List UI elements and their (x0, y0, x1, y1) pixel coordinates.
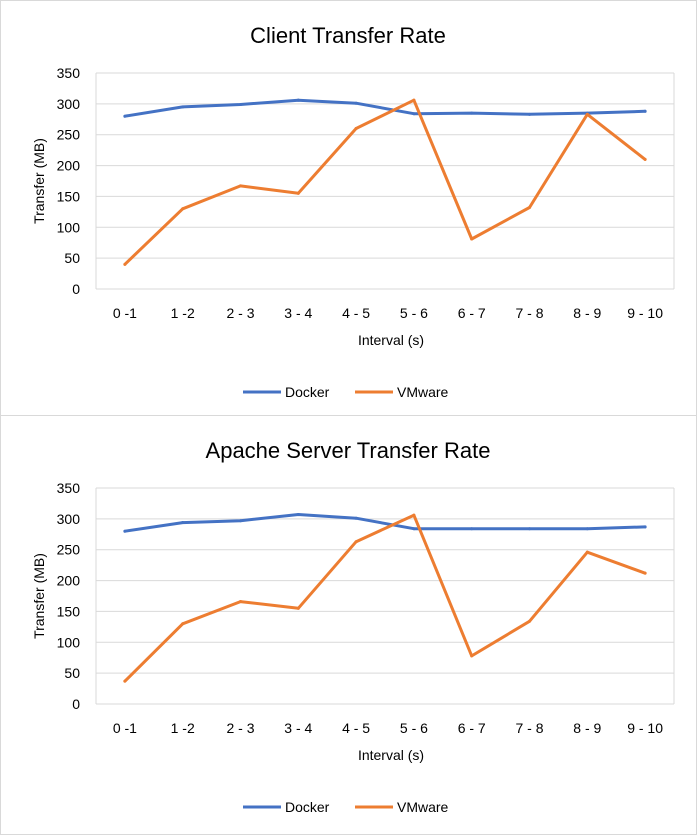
y-tick-label: 350 (57, 65, 81, 81)
legend: Docker VMware (243, 384, 449, 400)
x-tick-label: 1 -2 (171, 305, 195, 321)
data-point-docker (239, 102, 242, 106)
data-point-vmware (585, 550, 589, 554)
x-tick-label: 4 - 5 (342, 305, 370, 321)
apache-server-transfer-rate-chart: Apache Server Transfer Rate 0 50 100 150 200 2… (0, 415, 697, 835)
x-tick-label: 8 - 9 (573, 720, 601, 736)
y-tick-label: 0 (72, 696, 80, 712)
x-tick-label: 9 - 10 (627, 720, 663, 736)
y-tick-label: 350 (57, 480, 81, 496)
x-tick-label: 4 - 5 (342, 720, 370, 736)
x-tick-label: 5 - 6 (400, 305, 428, 321)
y-tick-label: 300 (57, 96, 81, 112)
data-point-vmware (296, 606, 300, 610)
series-line-docker (123, 513, 647, 533)
data-point-vmware (354, 540, 358, 544)
legend-label-docker: Docker (285, 384, 330, 400)
client-transfer-rate-chart-svg: Client Transfer Rate 0 50 100 150 200 250 300 35… (31, 23, 675, 400)
data-point-docker (354, 516, 358, 520)
y-tick-label: 50 (64, 665, 80, 681)
x-tick-label: 0 -1 (113, 305, 137, 321)
data-point-vmware (528, 206, 531, 210)
data-point-vmware (296, 191, 300, 195)
y-tick-label: 250 (57, 127, 81, 143)
data-point-vmware (470, 654, 474, 658)
x-tick-label: 6 - 7 (458, 720, 486, 736)
x-tick-label: 2 - 3 (226, 720, 254, 736)
data-point-vmware (123, 679, 127, 683)
y-tick-label: 200 (57, 158, 81, 174)
data-point-docker (470, 111, 474, 115)
data-point-vmware (181, 622, 185, 626)
y-tick-label: 50 (64, 250, 80, 266)
data-point-vmware (643, 571, 647, 575)
data-point-docker (296, 98, 300, 102)
y-tick-label: 150 (57, 603, 81, 619)
data-point-docker (123, 114, 127, 118)
y-tick-label: 0 (72, 281, 80, 297)
series-line-vmware (123, 513, 647, 683)
x-tick-label: 5 - 6 (400, 720, 428, 736)
x-tick-label: 7 - 8 (515, 305, 543, 321)
chart-title: Apache Server Transfer Rate (206, 438, 491, 463)
x-tick-label: 1 -2 (171, 720, 195, 736)
chart-title: Client Transfer Rate (250, 23, 446, 48)
data-point-vmware (354, 127, 358, 131)
data-point-vmware (528, 619, 531, 623)
data-point-docker (239, 519, 242, 523)
data-point-docker (528, 527, 531, 531)
data-point-docker (643, 109, 647, 113)
legend-label-docker: Docker (285, 799, 330, 815)
x-tick-label: 8 - 9 (573, 305, 601, 321)
data-point-vmware (470, 237, 474, 241)
series-line-vmware (123, 98, 647, 266)
data-point-docker (181, 105, 185, 109)
data-point-docker (412, 112, 416, 116)
data-point-vmware (412, 98, 416, 102)
legend-label-vmware: VMware (397, 384, 449, 400)
y-tick-label: 250 (57, 542, 81, 558)
data-point-vmware (585, 112, 589, 116)
y-tick-label: 300 (57, 511, 81, 527)
data-point-docker (470, 527, 474, 531)
y-axis-label: Transfer (MB) (31, 553, 47, 639)
x-tick-label: 2 - 3 (226, 305, 254, 321)
data-point-docker (643, 525, 647, 529)
data-point-docker (354, 101, 358, 105)
x-tick-label: 9 - 10 (627, 305, 663, 321)
client-transfer-rate-chart: Client Transfer Rate 0 50 100 150 200 250 300 35… (0, 0, 697, 416)
data-point-docker (412, 527, 416, 531)
data-point-docker (528, 112, 531, 116)
x-tick-label: 7 - 8 (515, 720, 543, 736)
legend-label-vmware: VMware (397, 799, 449, 815)
data-point-vmware (181, 207, 185, 211)
x-tick-label: 6 - 7 (458, 305, 486, 321)
y-tick-label: 150 (57, 188, 81, 204)
data-point-docker (123, 529, 127, 533)
apache-server-transfer-rate-chart-svg: Apache Server Transfer Rate 0 50 100 150 200 2… (31, 438, 675, 815)
data-point-vmware (123, 262, 127, 266)
y-tick-label: 100 (57, 219, 81, 235)
data-point-vmware (643, 157, 647, 161)
y-axis-label: Transfer (MB) (31, 138, 47, 224)
x-tick-label: 3 - 4 (284, 305, 312, 321)
data-point-docker (181, 521, 185, 525)
data-point-vmware (239, 184, 242, 188)
y-tick-label: 200 (57, 573, 81, 589)
x-tick-label: 3 - 4 (284, 720, 312, 736)
y-tick-label: 100 (57, 634, 81, 650)
x-tick-label: 0 -1 (113, 720, 137, 736)
series-line-docker (123, 98, 647, 118)
data-point-docker (585, 527, 589, 531)
x-axis-label: Interval (s) (358, 332, 424, 348)
legend: Docker VMware (243, 799, 449, 815)
x-axis-label: Interval (s) (358, 747, 424, 763)
data-point-vmware (412, 513, 416, 517)
data-point-vmware (239, 600, 242, 604)
data-point-docker (296, 513, 300, 517)
